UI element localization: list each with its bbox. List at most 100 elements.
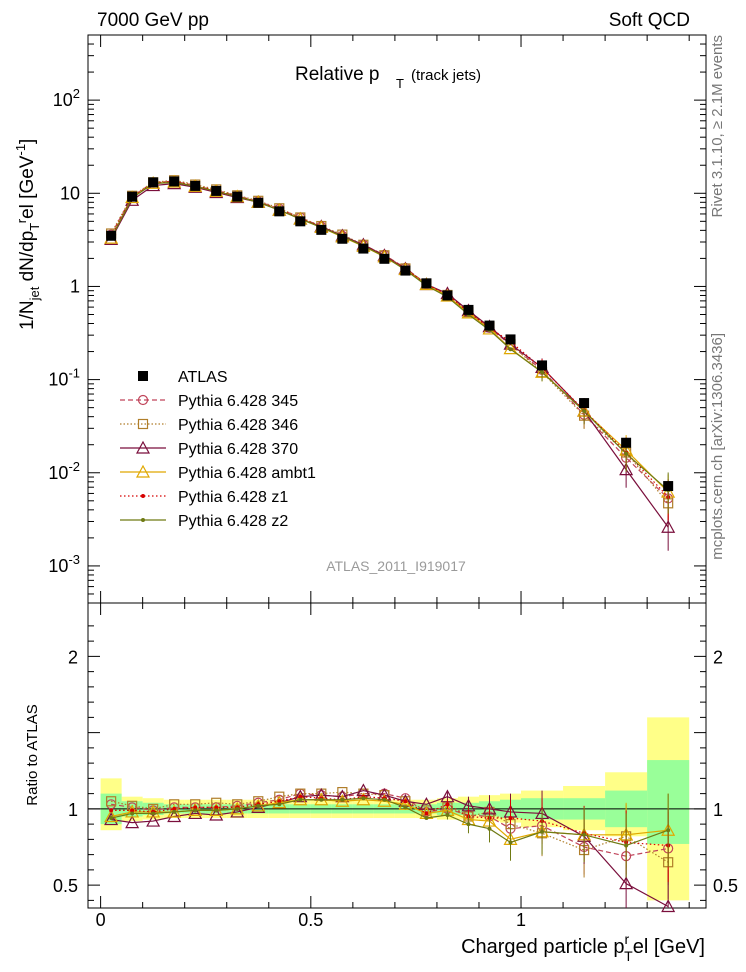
ratio-point [382,797,387,802]
ratio-point [277,802,282,807]
ratio-point [403,805,408,810]
ratio-line [111,796,669,847]
x-axis-label: Charged particle pr Tel [GeV] [461,931,705,964]
plot-title-tail: (track jets) [411,67,481,84]
data-point [274,206,285,217]
svg-text:1/Njet dN/dpTrel [GeV-1]: 1/Njet dN/dpTrel [GeV-1] [13,139,42,330]
ratio-point [109,816,114,821]
ratio-point [272,795,287,809]
legend-item: Pythia 6.428 346 [120,417,298,434]
x-tick-label: 0 [96,910,106,930]
data-point [232,191,243,202]
plot-title-main: Relative p [295,64,380,85]
ratio-point [106,796,117,807]
data-point [106,230,117,241]
ratio-point [104,812,119,826]
legend-item: Pythia 6.428 ambt1 [120,464,316,482]
y-tick-label: 102 [53,86,80,110]
data-point [537,360,548,371]
watermark: ATLAS_2011_I919017 [326,558,466,574]
series-atlas [106,176,674,492]
ratio-point [172,806,177,811]
data-point [579,398,590,409]
y-tick-label: 2 [68,647,78,667]
ratio-panel: 0 0.5 1 0.5 0.5 1 1 2 2 [53,591,738,930]
data-point [127,191,138,202]
data-point [508,347,513,352]
ratio-point [403,799,408,804]
ratio-point [335,793,350,807]
data-point [503,341,518,355]
ratio-point [146,813,161,827]
series-pythia-6-428-z2 [109,180,671,514]
data-point [663,481,674,492]
ratio-point [256,803,261,808]
legend: ATLAS Pythia 6.428 345 Pythia 6.428 346 Pyt… [120,369,316,530]
data-point [148,177,159,188]
data-point [661,520,676,533]
y-axis-label-ratio: Ratio to ATLAS [24,704,41,805]
legend-label: Pythia 6.428 z1 [178,489,288,506]
data-point [316,224,327,235]
y-tick-label: 0.5 [53,876,78,896]
legend-label: Pythia 6.428 345 [178,393,298,410]
y-tick-label: 1 [70,276,80,296]
data-point [337,233,348,244]
ratio-point [214,805,219,810]
ratio-point [235,806,240,811]
data-point [540,370,545,375]
data-point [295,216,306,227]
legend-item: Pythia 6.428 345 [120,393,298,410]
y-tick-label-right: 2 [713,647,723,667]
ratio-point [419,797,434,810]
data-point [442,290,453,301]
ratio-point [661,899,676,913]
ratio-point [356,792,371,806]
ratio-point [125,815,140,829]
header-collision: 7000 GeV pp [97,10,209,31]
plot-title-subscript: T [396,76,404,91]
ratio-point [193,805,198,810]
data-point [484,320,495,331]
legend-marker [138,371,148,381]
ratio-point [340,797,345,802]
legend-item: ATLAS [138,369,228,386]
main-panel: 10-3 10-2 10-1 1 10 102 [48,34,707,604]
data-point [624,451,629,456]
legend-item: Pythia 6.428 z1 [120,489,288,506]
ratio-point [424,811,429,816]
ratio-point [130,811,135,816]
ratio-point [298,794,303,799]
y-axis-label-main: 1/Njet dN/dpTrel [GeV-1] [13,139,42,330]
ratio-point [130,808,135,813]
legend-label: ATLAS [178,369,228,386]
ratio-point [125,804,140,818]
ratio-point [319,797,324,802]
y-tick-label: 10-1 [48,366,80,390]
ratio-point [277,799,282,804]
ratio-point [230,804,245,818]
y-tick-label-right: 0.5 [713,876,738,896]
data-point [421,278,432,289]
ratio-series-pythia-6-428-z2 [109,793,671,878]
legend-label: Pythia 6.428 370 [178,441,298,458]
ratio-point [424,816,429,821]
data-point [582,409,587,414]
ratio-point [151,811,156,816]
legend-marker [137,394,149,406]
data-point [463,304,474,315]
ratio-point [298,797,303,802]
legend-label: Pythia 6.428 346 [178,417,298,434]
mcplots-label: mcplots.cern.ch [arXiv:1306.3436] [709,333,726,560]
legend-marker [141,494,145,498]
data-point [211,185,222,196]
data-point [505,334,516,345]
data-point [379,253,390,264]
rivet-label: Rivet 3.1.10, ≥ 2.1M events [709,35,726,218]
data-point [253,197,264,208]
ratio-point [104,809,119,823]
x-tick-label: 0.5 [298,910,323,930]
y-tick-label-right: 1 [713,800,723,820]
ratio-point [209,807,224,821]
